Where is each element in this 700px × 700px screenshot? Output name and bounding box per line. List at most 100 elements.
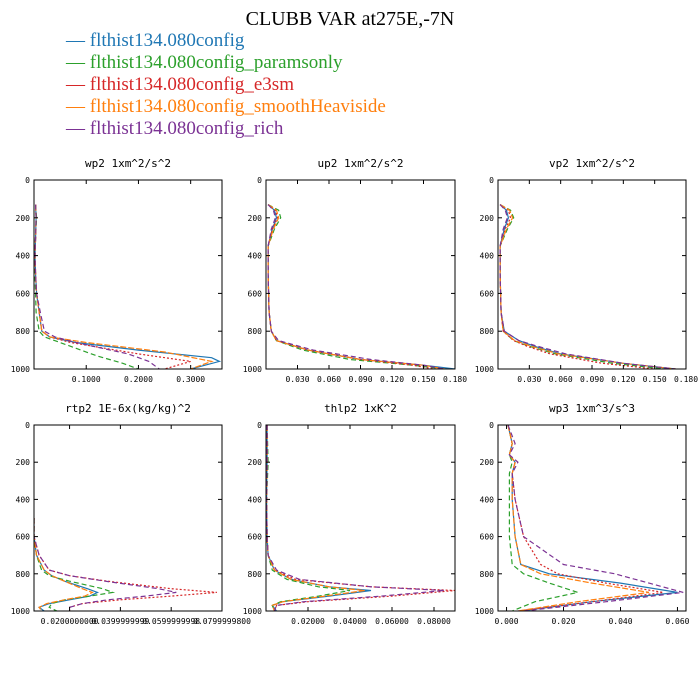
y-tick-label: 0 <box>25 176 30 185</box>
series-group <box>34 518 217 611</box>
series-line-3 <box>499 204 655 369</box>
y-tick-label: 400 <box>248 495 263 504</box>
y-tick-label: 0 <box>257 176 262 185</box>
y-tick-label: 400 <box>16 495 31 504</box>
series-group <box>266 425 455 611</box>
legend: — flthist134.080config — flthist134.080c… <box>66 30 386 140</box>
x-tick-label: 0.3000 <box>176 375 205 384</box>
y-tick-label: 600 <box>16 289 31 298</box>
y-tick-label: 600 <box>16 533 31 542</box>
x-tick-label: 0.150 <box>411 375 435 384</box>
x-tick-label: 0.0599999998 <box>142 617 200 626</box>
y-tick-label: 1000 <box>243 607 262 616</box>
x-tick-label: 0.030 <box>285 375 309 384</box>
series-group <box>34 204 222 369</box>
plot-frame <box>497 179 687 370</box>
legend-item-e3sm: — flthist134.080config_e3sm <box>66 74 294 95</box>
y-tick-label: 800 <box>16 570 31 579</box>
x-tick-label: 0.120 <box>380 375 404 384</box>
y-tick-label: 1000 <box>11 365 30 374</box>
panel-title: up2 1xm^2/s^2 <box>317 157 403 170</box>
panel-title: vp2 1xm^2/s^2 <box>549 157 635 170</box>
y-tick-label: 800 <box>248 327 263 336</box>
x-tick-label: 0.0399999999 <box>91 617 149 626</box>
y-tick-label: 200 <box>248 214 263 223</box>
chart-panel-5: thlp2 1xK^2 0 200 400 600 800 1000 0.02000 0.040… <box>243 402 456 626</box>
figure-title: CLUBB VAR at275E,-7N <box>245 8 455 30</box>
x-tick-label: 0.0200000000 <box>41 617 99 626</box>
series-line-4 <box>507 425 650 611</box>
y-tick-label: 200 <box>480 458 495 467</box>
x-tick-label: 0.060 <box>665 617 689 626</box>
series-line-4 <box>266 425 365 611</box>
series-line-1 <box>34 518 100 611</box>
x-tick-label: 0.090 <box>580 375 604 384</box>
series-line-3 <box>266 425 455 611</box>
plot-frame <box>265 179 456 370</box>
y-tick-label: 600 <box>480 289 495 298</box>
series-line-1 <box>267 204 455 369</box>
y-tick-label: 800 <box>480 327 495 336</box>
panel-title: thlp2 1xK^2 <box>324 402 397 415</box>
x-tick-label: 0.0799999800 <box>193 617 251 626</box>
x-tick-label: 0.04000 <box>333 617 367 626</box>
y-tick-label: 0 <box>489 421 494 430</box>
series-line-5 <box>267 204 445 369</box>
legend-item-rich: — flthist134.080config_rich <box>66 118 284 139</box>
series-group <box>507 425 684 611</box>
y-tick-label: 0 <box>489 176 494 185</box>
x-tick-label: 0.02000 <box>291 617 325 626</box>
y-tick-label: 1000 <box>11 607 30 616</box>
y-tick-label: 200 <box>16 214 31 223</box>
x-tick-label: 0.000 <box>494 617 518 626</box>
y-tick-label: 400 <box>248 252 263 261</box>
y-tick-label: 800 <box>480 570 495 579</box>
x-tick-label: 0.06000 <box>375 617 409 626</box>
chart-panel-3: vp2 1xm^2/s^2 0 200 400 600 800 1000 0.030 0.060… <box>475 157 698 384</box>
series-line-1 <box>266 425 372 611</box>
x-tick-label: 0.060 <box>549 375 573 384</box>
series-line-5 <box>34 204 160 369</box>
x-tick-label: 0.040 <box>608 617 632 626</box>
y-tick-label: 1000 <box>475 607 494 616</box>
series-group <box>267 204 455 369</box>
y-tick-label: 1000 <box>475 365 494 374</box>
series-line-2 <box>499 204 666 369</box>
chart-panel-4: rtp2 1E-6x(kg/kg)^2 0 200 400 600 800 1000 0.02… <box>11 402 251 626</box>
series-line-4 <box>34 204 214 369</box>
panel-title: wp3 1xm^3/s^3 <box>549 402 635 415</box>
y-tick-label: 200 <box>480 214 495 223</box>
y-tick-label: 400 <box>480 495 495 504</box>
y-tick-label: 800 <box>16 327 31 336</box>
y-tick-label: 0 <box>25 421 30 430</box>
series-line-1 <box>34 204 222 369</box>
x-tick-label: 0.090 <box>348 375 372 384</box>
plot-frame <box>265 424 456 612</box>
x-tick-label: 0.08000 <box>417 617 451 626</box>
x-tick-label: 0.180 <box>674 375 698 384</box>
series-line-4 <box>34 518 94 611</box>
series-line-4 <box>267 204 445 369</box>
series-line-3 <box>34 518 217 611</box>
x-tick-label: 0.2000 <box>124 375 153 384</box>
plot-frame <box>33 424 223 612</box>
legend-item-smoothheaviside: — flthist134.080config_smoothHeaviside <box>66 96 386 117</box>
x-tick-label: 0.1000 <box>72 375 101 384</box>
y-tick-label: 200 <box>16 458 31 467</box>
series-line-5 <box>507 425 684 611</box>
series-line-3 <box>34 204 191 369</box>
y-tick-label: 600 <box>480 533 495 542</box>
y-tick-label: 800 <box>248 570 263 579</box>
x-tick-label: 0.150 <box>643 375 667 384</box>
y-tick-label: 200 <box>248 458 263 467</box>
y-tick-label: 400 <box>16 252 31 261</box>
plot-frame <box>497 424 687 612</box>
y-tick-label: 0 <box>257 421 262 430</box>
y-tick-label: 600 <box>248 533 263 542</box>
series-line-4 <box>499 204 676 369</box>
series-line-5 <box>266 425 445 611</box>
chart-panel-2: up2 1xm^2/s^2 0 200 400 600 800 1000 0.030 0.060… <box>243 157 467 384</box>
x-tick-label: 0.060 <box>317 375 341 384</box>
